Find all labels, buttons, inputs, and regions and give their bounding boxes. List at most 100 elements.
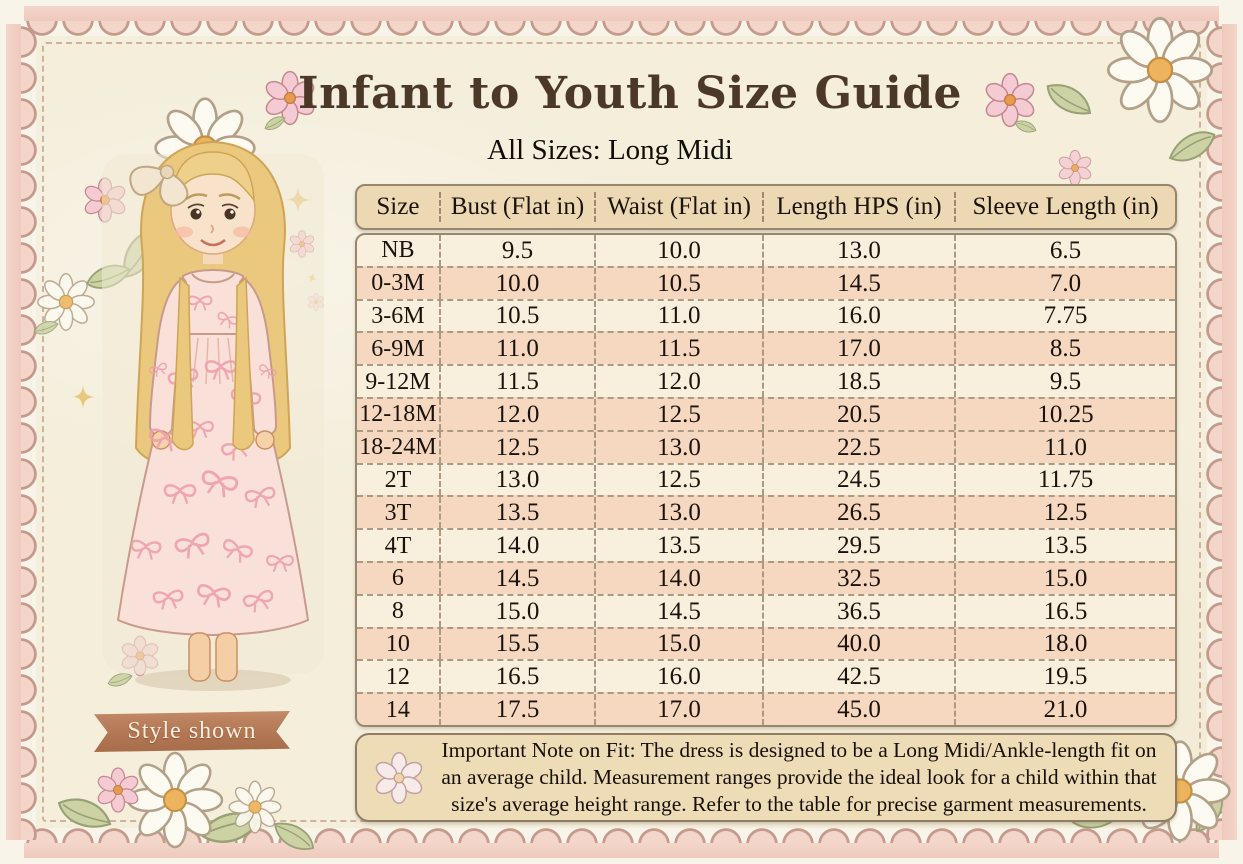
corner-flowers-bottom-left-icon <box>53 751 320 857</box>
cell-bust: 12.5 <box>438 431 594 463</box>
table-row: 14 17.5 17.0 45.0 21.0 <box>357 692 1175 725</box>
cell-sleeve: 8.5 <box>954 333 1175 365</box>
cell-size: 4T <box>384 532 412 559</box>
table-row: 2T 13.0 12.5 24.5 11.75 <box>357 462 1175 496</box>
cell-length: 36.5 <box>761 595 954 627</box>
girl-illustration <box>102 140 324 691</box>
lace-border-left-icon <box>6 24 38 840</box>
lace-border-top-icon <box>24 6 1219 38</box>
cell-size: 8 <box>391 598 404 625</box>
cell-length: 22.5 <box>761 431 954 463</box>
cell-bust: 14.5 <box>438 562 594 594</box>
column-header-sleeve: Sleeve Length (in) <box>954 192 1175 222</box>
cell-length: 14.5 <box>761 267 954 299</box>
cell-bust: 13.0 <box>438 464 594 496</box>
style-shown-label: Style shown <box>127 718 257 744</box>
column-header-length: Length HPS (in) <box>761 192 954 222</box>
cell-bust: 11.5 <box>438 366 594 397</box>
fit-note-text: Important Note on Fit: The dress is desi… <box>441 737 1157 817</box>
cell-sleeve: 7.0 <box>954 267 1175 299</box>
table-row: 3T 13.5 13.0 26.5 12.5 <box>357 495 1175 529</box>
cell-size: 3-6M <box>371 302 425 329</box>
cell-waist: 12.5 <box>594 464 762 496</box>
cell-size: 6 <box>391 565 404 592</box>
cell-length: 17.0 <box>761 333 954 365</box>
lace-border-right-icon <box>1205 24 1237 840</box>
cell-bust: 16.5 <box>438 661 594 693</box>
table-row: 3-6M 10.5 11.0 16.0 7.75 <box>357 298 1175 332</box>
cell-waist: 17.0 <box>594 694 762 725</box>
table-row: 12-18M 12.0 12.5 20.5 10.25 <box>357 396 1175 430</box>
cell-sleeve: 15.0 <box>954 562 1175 594</box>
cell-length: 42.5 <box>761 661 954 693</box>
cell-size: 6-9M <box>371 335 425 362</box>
cell-sleeve: 21.0 <box>954 694 1175 725</box>
table-row: NB 9.5 10.0 13.0 6.5 <box>357 235 1175 266</box>
cell-waist: 14.5 <box>594 595 762 627</box>
cell-waist: 11.5 <box>594 333 762 365</box>
column-header-waist: Waist (Flat in) <box>594 192 762 222</box>
cell-sleeve: 7.75 <box>954 300 1175 332</box>
style-shown-banner: Style shown <box>94 711 290 752</box>
cell-waist: 13.0 <box>594 431 762 463</box>
table-row: 9-12M 11.5 12.0 18.5 9.5 <box>357 364 1175 397</box>
cell-sleeve: 18.0 <box>954 628 1175 660</box>
cell-waist: 11.0 <box>594 300 762 332</box>
cell-size: NB <box>381 237 415 264</box>
cell-bust: 10.0 <box>438 267 594 299</box>
cell-waist: 12.0 <box>594 366 762 397</box>
cell-sleeve: 12.5 <box>954 497 1175 529</box>
table-row: 10 15.5 15.0 40.0 18.0 <box>357 626 1175 660</box>
cell-sleeve: 9.5 <box>954 366 1175 397</box>
cell-sleeve: 19.5 <box>954 661 1175 693</box>
cell-sleeve: 13.5 <box>954 530 1175 561</box>
page-title: Infant to Youth Size Guide <box>297 68 963 119</box>
cell-length: 40.0 <box>761 628 954 660</box>
cell-waist: 15.0 <box>594 628 762 660</box>
cell-bust: 17.5 <box>438 694 594 725</box>
cell-bust: 15.5 <box>438 628 594 660</box>
cell-size: 10 <box>385 630 410 657</box>
size-table-body: NB 9.5 10.0 13.0 6.5 0-3M 10.0 10.5 14.5… <box>355 233 1177 727</box>
cell-waist: 10.5 <box>594 267 762 299</box>
note-flower-icon <box>372 751 426 804</box>
cell-size: 12-18M <box>359 401 437 428</box>
column-header-size: Size <box>376 192 420 220</box>
cell-length: 16.0 <box>761 300 954 332</box>
cell-bust: 13.5 <box>438 497 594 529</box>
cell-size: 2T <box>384 466 412 493</box>
cell-length: 29.5 <box>761 530 954 561</box>
cell-length: 26.5 <box>761 497 954 529</box>
cell-bust: 15.0 <box>438 595 594 627</box>
cell-sleeve: 6.5 <box>954 235 1175 266</box>
table-row: 8 15.0 14.5 36.5 16.5 <box>357 593 1175 627</box>
table-row: 4T 14.0 13.5 29.5 13.5 <box>357 528 1175 561</box>
cell-bust: 11.0 <box>438 333 594 365</box>
cell-waist: 13.0 <box>594 497 762 529</box>
cell-waist: 12.5 <box>594 398 762 430</box>
cell-waist: 14.0 <box>594 562 762 594</box>
column-header-bust: Bust (Flat in) <box>438 192 594 222</box>
cell-size: 14 <box>385 696 410 723</box>
fit-note-box: Important Note on Fit: The dress is desi… <box>355 733 1177 822</box>
cell-bust: 14.0 <box>438 530 594 561</box>
cell-length: 20.5 <box>761 398 954 430</box>
cell-size: 9-12M <box>365 368 431 395</box>
cell-size: 18-24M <box>359 434 437 461</box>
cell-bust: 9.5 <box>438 235 594 266</box>
cell-waist: 16.0 <box>594 661 762 693</box>
cell-waist: 13.5 <box>594 530 762 561</box>
cell-size: 0-3M <box>371 270 425 297</box>
page-subtitle: All Sizes: Long Midi <box>487 134 733 166</box>
cell-length: 13.0 <box>761 235 954 266</box>
cell-sleeve: 11.0 <box>954 431 1175 463</box>
cell-length: 32.5 <box>761 562 954 594</box>
table-row: 6 14.5 14.0 32.5 15.0 <box>357 560 1175 594</box>
cell-size: 12 <box>385 663 410 690</box>
cell-sleeve: 10.25 <box>954 398 1175 430</box>
cell-sleeve: 16.5 <box>954 595 1175 627</box>
cell-size: 3T <box>384 499 412 526</box>
table-row: 18-24M 12.5 13.0 22.5 11.0 <box>357 429 1175 463</box>
cell-sleeve: 11.75 <box>954 464 1175 496</box>
